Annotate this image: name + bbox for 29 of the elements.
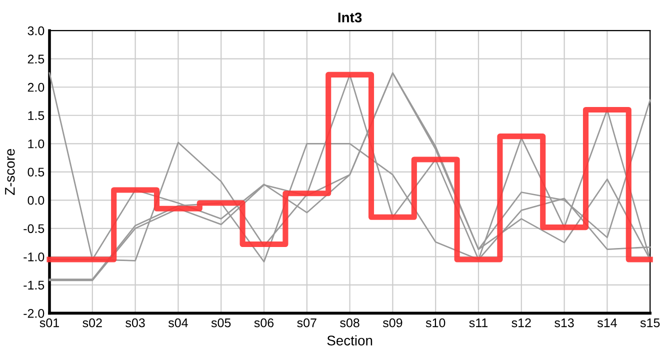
- x-tick-label: s02: [82, 318, 102, 328]
- x-tick-label: s09: [382, 318, 402, 328]
- y-tick-label: 0.0: [28, 196, 44, 205]
- x-axis-title: Section: [327, 335, 372, 346]
- x-tick-label: s10: [426, 318, 446, 328]
- y-tick-label: 2.0: [28, 82, 44, 92]
- x-tick-label: s04: [168, 318, 188, 328]
- y-tick-label: 3.0: [28, 26, 44, 36]
- y-tick-label: -2.0: [24, 309, 44, 318]
- y-tick-label: 0.5: [28, 168, 44, 177]
- y-tick-label: -1.0: [24, 252, 44, 262]
- y-tick-label: -1.5: [24, 280, 44, 290]
- x-tick-label: s15: [640, 318, 660, 328]
- x-tick-label: s05: [211, 318, 231, 328]
- y-tick-label: -0.5: [24, 224, 44, 234]
- y-tick-label: 2.5: [28, 54, 44, 64]
- x-tick-label: s13: [554, 318, 574, 328]
- x-tick-label: s12: [512, 318, 531, 328]
- x-tick-label: s01: [40, 318, 59, 328]
- x-tick-label: s08: [340, 318, 360, 328]
- x-tick-label: s07: [297, 318, 316, 328]
- y-axis-title: Z-score: [5, 148, 15, 195]
- x-tick-label: s06: [254, 318, 274, 328]
- x-tick-label: s11: [469, 318, 488, 328]
- y-tick-label: 1.5: [28, 111, 44, 120]
- x-tick-label: s14: [597, 318, 617, 328]
- x-tick-label: s03: [126, 318, 145, 328]
- y-tick-label: 1.0: [28, 139, 44, 148]
- chart-title: Int3: [338, 12, 362, 22]
